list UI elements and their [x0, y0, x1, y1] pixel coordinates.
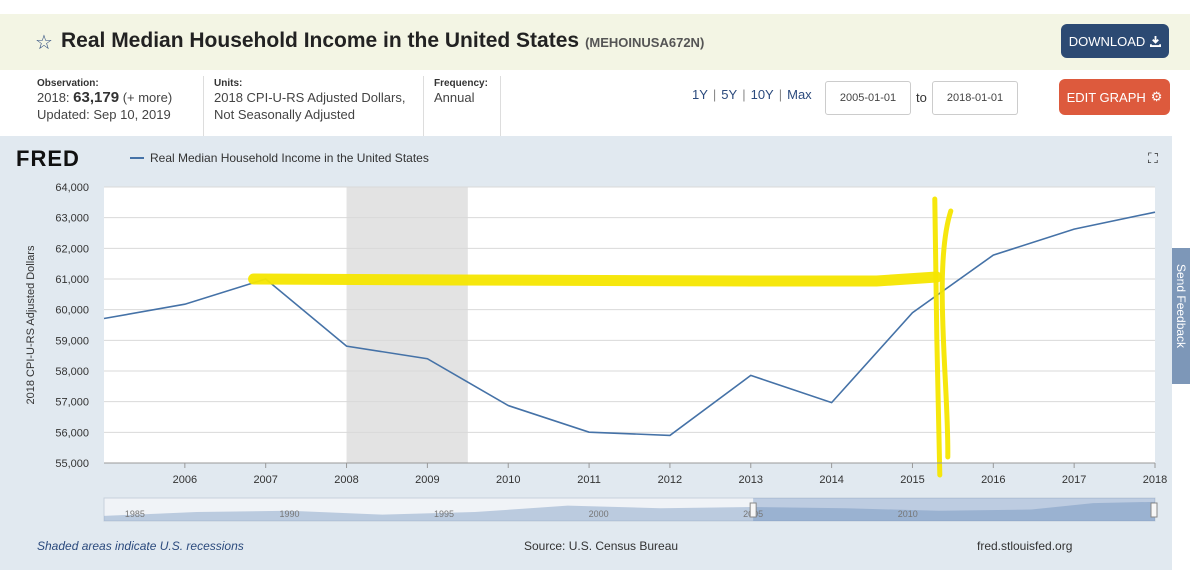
x-tick-label: 2006 — [173, 474, 197, 486]
range-separator: | — [712, 87, 717, 102]
range-1y-button[interactable]: 1Y — [692, 87, 708, 102]
series-id: (MEHOINUSA672N) — [585, 35, 705, 50]
navigator-label: 1985 — [125, 509, 145, 519]
edit-graph-label: EDIT GRAPH — [1066, 89, 1146, 105]
y-tick-label: 61,000 — [55, 274, 89, 286]
updated-date: Updated: Sep 10, 2019 — [37, 107, 171, 122]
series-title-bar: ☆ Real Median Household Income in the Un… — [0, 14, 1190, 70]
navigator-right-handle — [1150, 502, 1158, 518]
y-tick-label: 57,000 — [55, 397, 89, 409]
x-tick-label: 2010 — [496, 474, 520, 486]
units-block: Units: 2018 CPI-U-RS Adjusted Dollars, N… — [214, 78, 405, 123]
x-tick-label: 2009 — [415, 474, 439, 486]
x-tick-label: 2013 — [739, 474, 763, 486]
observation-more-link[interactable]: (+ more) — [122, 90, 173, 105]
x-tick-label: 2015 — [900, 474, 924, 486]
observation-line: 2018: 63,179 (+ more) — [37, 89, 172, 106]
x-tick-label: 2018 — [1143, 474, 1167, 486]
y-tick-label: 64,000 — [55, 182, 89, 194]
frequency-block: Frequency: Annual — [434, 78, 488, 106]
x-tick-label: 2012 — [658, 474, 682, 486]
x-tick-label: 2011 — [577, 474, 601, 486]
star-icon[interactable]: ☆ — [35, 32, 53, 54]
observation-label: Observation: — [37, 78, 99, 89]
gear-icon: ⚙ — [1150, 89, 1163, 104]
to-label: to — [916, 90, 927, 105]
range-10y-button[interactable]: 10Y — [750, 87, 774, 102]
units-line-2: Not Seasonally Adjusted — [214, 107, 355, 122]
units-line-1: 2018 CPI-U-RS Adjusted Dollars, — [214, 90, 406, 105]
navigator-area — [104, 501, 1155, 521]
navigator-label: 2010 — [898, 509, 918, 519]
observation-block: Observation: 2018: 63,179 (+ more) Updat… — [37, 78, 172, 123]
navigator-label: 1990 — [279, 509, 299, 519]
highlight-horizontal-stroke — [248, 271, 943, 287]
info-divider — [423, 76, 424, 136]
range-5y-button[interactable]: 5Y — [721, 87, 738, 102]
recession-note: Shaded areas indicate U.S. recessions — [37, 539, 244, 553]
page-title: Real Median Household Income in the Unit… — [61, 29, 704, 53]
y-tick-label: 62,000 — [55, 243, 89, 255]
chart-area: 55,000 56,000 57,000 58,000 59,000 60,000 61,0… — [25, 182, 1167, 522]
end-date-input[interactable]: 2018-01-01 — [932, 81, 1018, 115]
info-divider — [500, 76, 501, 136]
source-note: Source: U.S. Census Bureau — [524, 539, 679, 553]
y-tick-label: 56,000 — [55, 427, 89, 439]
send-feedback-label: Send Feedback — [1174, 264, 1188, 349]
frequency-label: Frequency: — [434, 78, 488, 89]
observation-value: 63,179 — [73, 89, 120, 106]
y-tick-label: 60,000 — [55, 305, 89, 317]
range-separator: | — [778, 87, 783, 102]
y-tick-label: 59,000 — [55, 335, 89, 347]
x-tick-label: 2008 — [334, 474, 358, 486]
observation-date: 2018: — [37, 90, 70, 105]
navigator-selection — [753, 498, 1155, 521]
legend-line-swatch — [130, 157, 144, 159]
info-divider — [203, 76, 204, 136]
navigator-left-handle — [749, 502, 757, 518]
highlight-vertical-stroke — [932, 196, 954, 478]
range-separator: | — [742, 87, 746, 102]
units-label: Units: — [214, 78, 243, 89]
y-tick-label: 55,000 — [55, 458, 89, 470]
date-range-shortcuts: 1Y | 5Y | 10Y | Max — [692, 87, 812, 102]
fullscreen-icon[interactable]: ⛶ — [1148, 150, 1158, 166]
download-icon — [1150, 35, 1162, 47]
x-tick-label: 2016 — [981, 474, 1005, 486]
y-tick-label: 63,000 — [55, 213, 89, 225]
edit-graph-button[interactable]: EDIT GRAPH ⚙ — [1059, 79, 1170, 115]
site-link[interactable]: fred.stlouisfed.org — [977, 539, 1073, 553]
start-date-input[interactable]: 2005-01-01 — [825, 81, 911, 115]
navigator-label: 2000 — [589, 509, 609, 519]
y-tick-label: 58,000 — [55, 366, 89, 378]
x-tick-label: 2017 — [1062, 474, 1086, 486]
range-max-button[interactable]: Max — [787, 87, 812, 102]
fred-logo: FRED — [16, 146, 80, 171]
download-label: DOWNLOAD — [1068, 33, 1146, 49]
chart-legend: Real Median Household Income in the Unit… — [130, 151, 429, 165]
plot-background — [104, 187, 1155, 463]
series-line — [103, 211, 1156, 437]
frequency-value: Annual — [434, 90, 475, 105]
graph-panel: 55,000 56,000 57,000 58,000 59,000 60,000 61,0… — [0, 136, 1172, 570]
series-info-bar: Observation: 2018: 63,179 (+ more) Updat… — [0, 70, 1190, 136]
legend-label: Real Median Household Income in the Unit… — [150, 151, 429, 165]
recession-shade — [346, 187, 468, 463]
download-button[interactable]: DOWNLOAD — [1061, 24, 1169, 58]
navigator-label: 1995 — [434, 509, 454, 519]
x-tick-label: 2007 — [253, 474, 277, 486]
series-title: Real Median Household Income in the Unit… — [61, 29, 580, 52]
top-strip — [0, 0, 1190, 14]
y-axis-label: 2018 CPI-U-RS Adjusted Dollars — [25, 245, 37, 404]
x-tick-label: 2014 — [819, 474, 843, 486]
send-feedback-tab[interactable]: Send Feedback — [1172, 248, 1190, 384]
